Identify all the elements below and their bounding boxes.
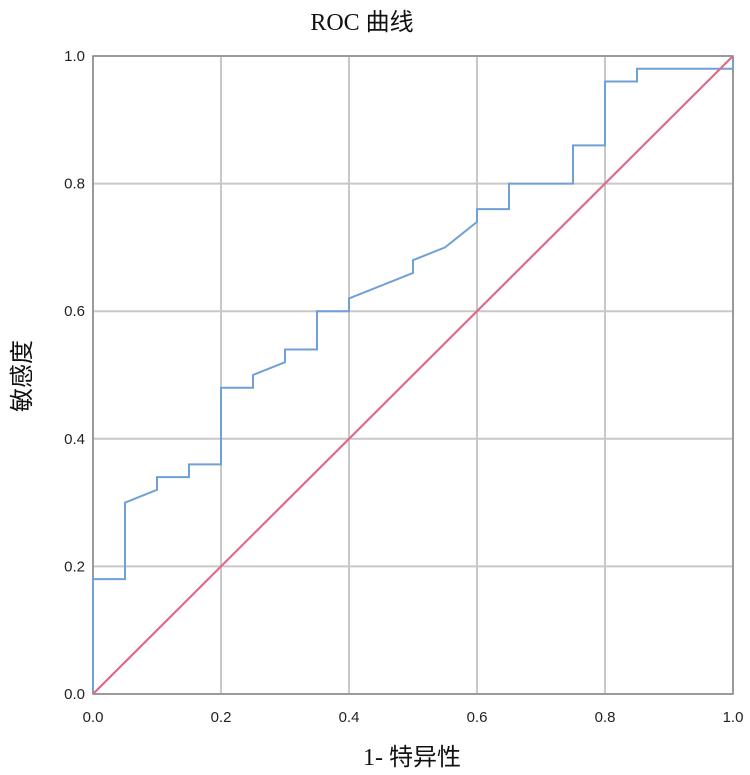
reference-diagonal-line — [92, 55, 734, 695]
y-tick-label: 0.6 — [64, 303, 85, 320]
roc-curve-line — [92, 56, 734, 694]
y-tick-label: 0.8 — [64, 176, 85, 193]
y-tick-label: 1.0 — [64, 48, 85, 65]
x-axis-label: 1- 特异性 — [363, 744, 461, 771]
x-tick-label: 0.8 — [595, 709, 616, 726]
y-tick-label: 0.2 — [64, 558, 85, 575]
x-tick-label: 0.2 — [211, 709, 232, 726]
x-tick-label: 0.6 — [467, 709, 488, 726]
x-tick-label: 0.0 — [83, 709, 104, 726]
x-tick-label: 1.0 — [723, 709, 744, 726]
plot-frame — [92, 55, 734, 695]
y-axis-ticks: 0.0 0.2 0.4 0.6 0.8 1.0 — [64, 48, 85, 703]
y-axis-label: 敏感度 — [9, 340, 36, 412]
x-tick-label: 0.4 — [339, 709, 360, 726]
x-axis-ticks: 0.0 0.2 0.4 0.6 0.8 1.0 — [83, 709, 744, 726]
y-tick-label: 0.0 — [64, 686, 85, 703]
chart-title: ROC 曲线 — [310, 9, 413, 36]
y-tick-label: 0.4 — [64, 431, 85, 448]
series-group — [92, 55, 734, 695]
